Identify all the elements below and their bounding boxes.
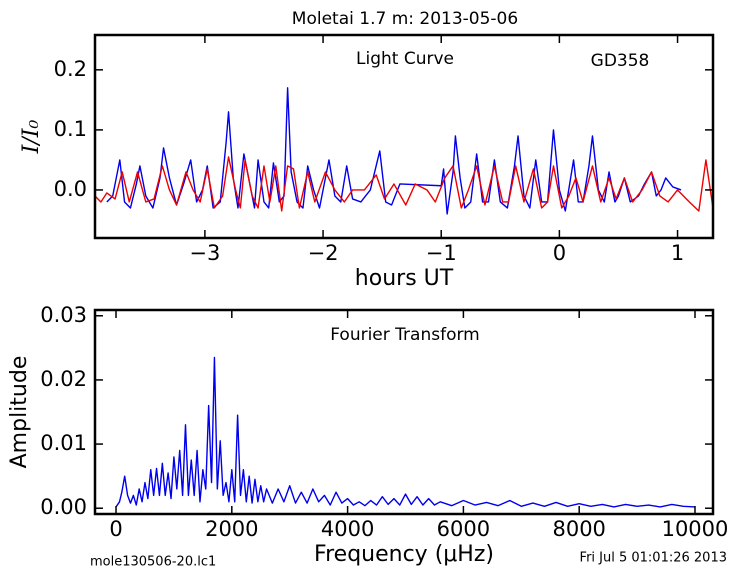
axes-frame [93,33,715,240]
x-axis-label: hours UT [355,266,454,291]
chart-title: Moletai 1.7 m: 2013-05-06 [292,9,518,29]
x-tick-label: 8000 [552,517,605,541]
data-line [115,356,696,508]
y-axis-label: I/I₀ [19,120,44,155]
axes-frame [93,308,715,516]
x-tick-label: 10000 [662,517,729,541]
x-tick-label: 1 [671,241,684,265]
y-tick-label: 0.01 [40,431,87,455]
x-tick-label: 0 [553,241,566,265]
y-axis-label: Amplitude [7,356,32,469]
x-tick-label: −2 [308,241,339,265]
footer-date: Fri Jul 5 01:01:26 2013 [580,551,727,566]
data-line [95,156,713,212]
x-tick-label: 6000 [437,517,490,541]
x-axis-label: Frequency (μHz) [314,542,494,567]
y-tick-label: 0.2 [54,57,87,81]
x-tick-label: 0 [109,517,122,541]
annotation: Fourier Transform [330,325,479,345]
y-tick-label: 0.02 [40,367,87,391]
y-tick-label: 0.0 [54,177,87,201]
footer-file: mole130506-20.lc1 [90,555,216,570]
y-tick-label: 0.03 [40,303,87,327]
x-tick-label: −1 [426,241,457,265]
annotation: GD358 [591,51,650,71]
x-tick-label: 2000 [205,517,258,541]
y-tick-label: 0.1 [54,117,87,141]
y-tick-label: 0.00 [40,495,87,519]
x-tick-label: −3 [189,241,220,265]
data-line [106,87,682,215]
annotation: Light Curve [356,49,454,69]
x-tick-label: 4000 [321,517,374,541]
